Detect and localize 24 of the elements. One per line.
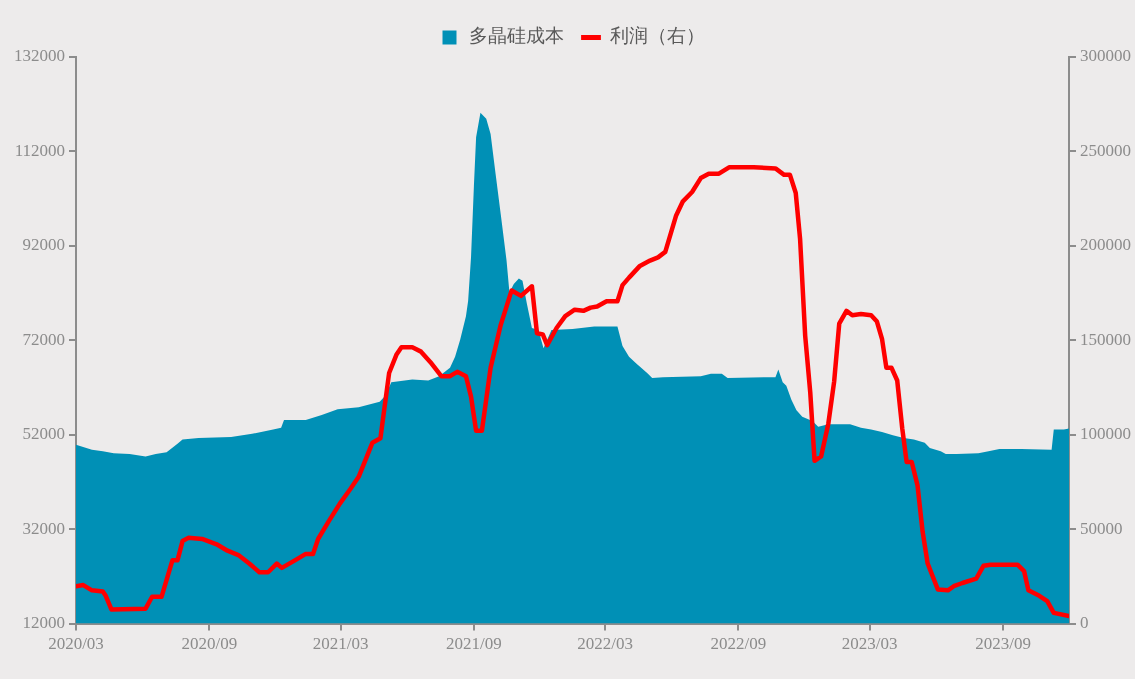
x-tick-label: 2020/03 bbox=[48, 634, 104, 654]
y-tick-label: 72000 bbox=[22, 329, 65, 349]
y-tick-label: 52000 bbox=[22, 424, 65, 444]
x-tick-label: 2020/09 bbox=[181, 634, 238, 654]
x-tick-label: 2023/03 bbox=[841, 634, 898, 654]
x-tick-label: 2021/03 bbox=[312, 634, 369, 654]
y2-tick-label: 250000 bbox=[1080, 140, 1131, 160]
x-tick-label: 2021/09 bbox=[446, 634, 502, 654]
y2-tick-label: 100000 bbox=[1080, 424, 1131, 444]
y2-tick-label: 150000 bbox=[1080, 329, 1131, 349]
y-tick-label: 132000 bbox=[14, 46, 65, 66]
y2-tick-label: 0 bbox=[1080, 613, 1089, 633]
y2-tick-label: 200000 bbox=[1080, 235, 1131, 255]
x-tick-label: 2023/09 bbox=[975, 634, 1031, 654]
legend-label: 多晶硅成本 bbox=[468, 24, 564, 47]
x-tick-label: 2022/03 bbox=[577, 634, 633, 654]
y-tick-label: 92000 bbox=[22, 235, 65, 255]
y2-tick-label: 50000 bbox=[1080, 518, 1123, 538]
x-tick-label: 2022/09 bbox=[710, 634, 767, 654]
y-tick-label: 12000 bbox=[22, 613, 65, 633]
y2-tick-label: 300000 bbox=[1080, 46, 1131, 66]
y-tick-label: 32000 bbox=[22, 518, 65, 538]
legend-label: 利润（右） bbox=[610, 24, 705, 47]
y-tick-label: 112000 bbox=[14, 140, 65, 160]
